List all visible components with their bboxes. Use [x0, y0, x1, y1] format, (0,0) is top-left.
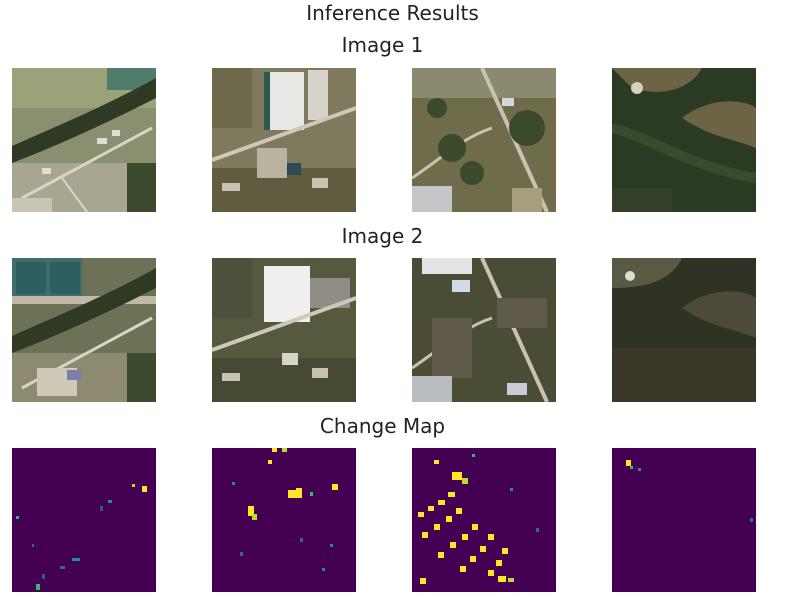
image2-tile-4	[612, 258, 756, 402]
image1-tile-3	[412, 68, 556, 212]
change-map-tile-3	[412, 448, 556, 592]
row-title-change-map: Change Map	[319, 414, 446, 438]
change-map-tile-4	[612, 448, 756, 592]
image2-tile-1	[12, 258, 156, 402]
image1-tile-1	[12, 68, 156, 212]
row-title-image-2: Image 2	[341, 224, 424, 248]
image2-tile-2	[212, 258, 356, 402]
figure-title: Inference Results	[306, 1, 479, 25]
image1-tile-4	[612, 68, 756, 212]
change-map-tile-2	[212, 448, 356, 592]
change-map-tile-1	[12, 448, 156, 592]
row-title-image-1: Image 1	[341, 33, 424, 57]
image2-tile-3	[412, 258, 556, 402]
image1-tile-2	[212, 68, 356, 212]
